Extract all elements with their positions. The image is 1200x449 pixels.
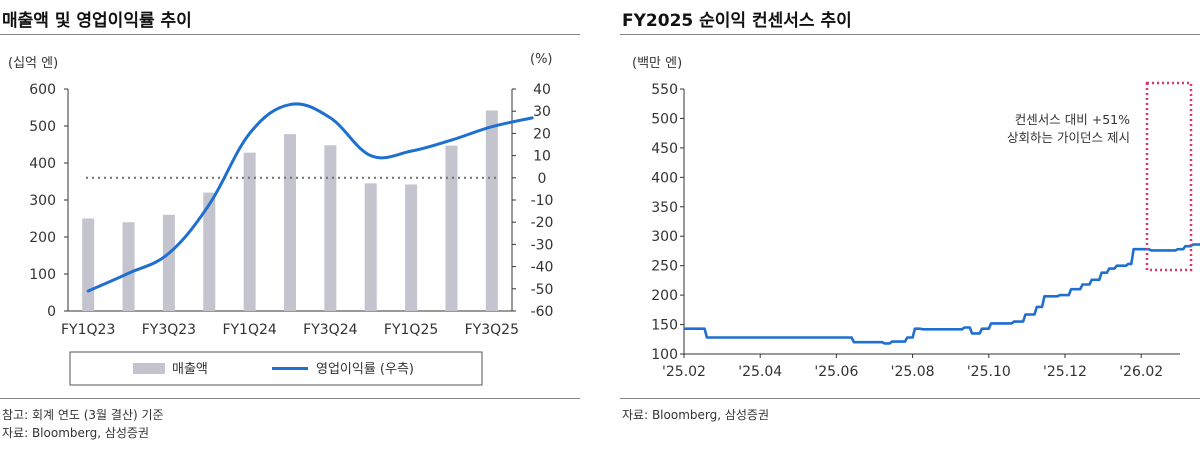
revenue-bar xyxy=(324,145,337,311)
x-tick-label: '25.08 xyxy=(891,364,935,380)
legend-margin-label: 영업이익률 (우측) xyxy=(316,362,414,377)
right-y-tick-label: 10 xyxy=(533,149,551,165)
y-tick-label: 300 xyxy=(651,229,678,245)
x-tick-label: '25.02 xyxy=(662,364,706,380)
left-chart-panel: 매출액 및 영업이익률 추이 (십억 엔) (%) 0 100 200 300 400 5… xyxy=(0,0,580,449)
right-y-tick-label: -50 xyxy=(531,282,554,298)
x-tick-label: FY3Q23 xyxy=(142,322,196,338)
revenue-bar xyxy=(162,214,175,311)
x-tick-label: FY1Q25 xyxy=(384,322,438,338)
right-chart-panel: FY2025 순이익 컨센서스 추이 (백만 엔) 100 150 200 250 30… xyxy=(620,0,1200,449)
x-tick-label: '25.12 xyxy=(1043,364,1087,380)
revenue-bar xyxy=(445,145,458,311)
right-notes-rule xyxy=(620,398,1200,399)
x-tick-label: '25.06 xyxy=(814,364,858,380)
left-chart-title: 매출액 및 영업이익률 추이 xyxy=(2,11,192,31)
right-chart-svg: 100 150 200 250 300 350 400 450 500 550 '25.02 '25.… xyxy=(651,81,1200,380)
left-y-tick-label: 300 xyxy=(29,193,56,209)
right-y-tick-label: 30 xyxy=(533,104,551,120)
x-tick-label: FY3Q25 xyxy=(465,322,519,338)
right-y-tick-label: -60 xyxy=(531,304,554,320)
left-y-tick-label: 200 xyxy=(29,230,56,246)
right-y-tick-label: 0 xyxy=(538,171,547,187)
right-y-tick-label: -10 xyxy=(531,193,554,209)
left-y-axis-unit: (십억 엔) xyxy=(8,56,59,71)
x-tick-label: FY3Q24 xyxy=(303,322,357,338)
revenue-bar xyxy=(203,192,216,311)
operating-margin-line xyxy=(86,102,534,293)
y-tick-label: 250 xyxy=(651,259,678,275)
x-tick-label: '25.10 xyxy=(967,364,1011,380)
revenue-bar xyxy=(122,222,135,311)
x-tick-label: FY1Q24 xyxy=(222,322,276,338)
y-tick-label: 400 xyxy=(651,170,678,186)
left-y-tick-label: 100 xyxy=(29,267,56,283)
right-y-tick-label: -30 xyxy=(531,237,554,253)
right-note-source: 자료: Bloomberg, 삼성증권 xyxy=(622,408,770,422)
left-y-tick-label: 400 xyxy=(29,156,56,172)
annotation-line-2: 상회하는 가이던스 제시 xyxy=(1007,130,1130,145)
y-tick-label: 550 xyxy=(651,82,678,98)
right-y-tick-label: -20 xyxy=(531,215,554,231)
y-tick-label: 350 xyxy=(651,200,678,216)
revenue-bar xyxy=(405,184,418,311)
left-note-basis: 참고: 회계 연도 (3월 결산) 기준 xyxy=(2,408,164,422)
consensus-line xyxy=(684,243,1200,345)
left-notes-rule xyxy=(0,398,580,399)
right-y-tick-label: 20 xyxy=(533,126,551,142)
left-y-tick-label: 500 xyxy=(29,119,56,135)
left-y-tick-label: 0 xyxy=(47,304,56,320)
right-chart-title: FY2025 순이익 컨센서스 추이 xyxy=(622,11,852,31)
x-tick-label: '25.04 xyxy=(738,364,782,380)
revenue-bar xyxy=(485,110,498,312)
annotation-line-1: 컨센서스 대비 +51% xyxy=(1015,112,1130,127)
y-tick-label: 200 xyxy=(651,288,678,304)
x-tick-label: '26.02 xyxy=(1119,364,1163,380)
left-y-tick-label: 600 xyxy=(29,82,56,98)
right-y-tick-label: -40 xyxy=(531,260,554,276)
y-tick-label: 450 xyxy=(651,141,678,157)
right-chart-y-unit: (백만 엔) xyxy=(632,56,683,71)
legend-revenue-label: 매출액 xyxy=(172,362,208,377)
x-tick-label: FY1Q23 xyxy=(61,322,115,338)
y-tick-label: 500 xyxy=(651,111,678,127)
revenue-bar xyxy=(82,218,95,311)
y-tick-label: 100 xyxy=(651,347,678,363)
legend-revenue-swatch xyxy=(133,363,165,374)
left-title-rule xyxy=(0,34,580,35)
right-y-tick-label: 40 xyxy=(533,82,551,98)
legend-box xyxy=(69,351,483,386)
y-tick-label: 150 xyxy=(651,318,678,334)
right-y-axis-unit: (%) xyxy=(530,52,553,67)
revenue-bar xyxy=(284,134,296,311)
revenue-bar xyxy=(243,152,256,311)
right-title-rule xyxy=(620,34,1200,35)
revenue-bar xyxy=(364,183,377,311)
guidance-highlight-box xyxy=(1145,81,1193,272)
left-note-source: 자료: Bloomberg, 삼성증권 xyxy=(2,426,150,440)
